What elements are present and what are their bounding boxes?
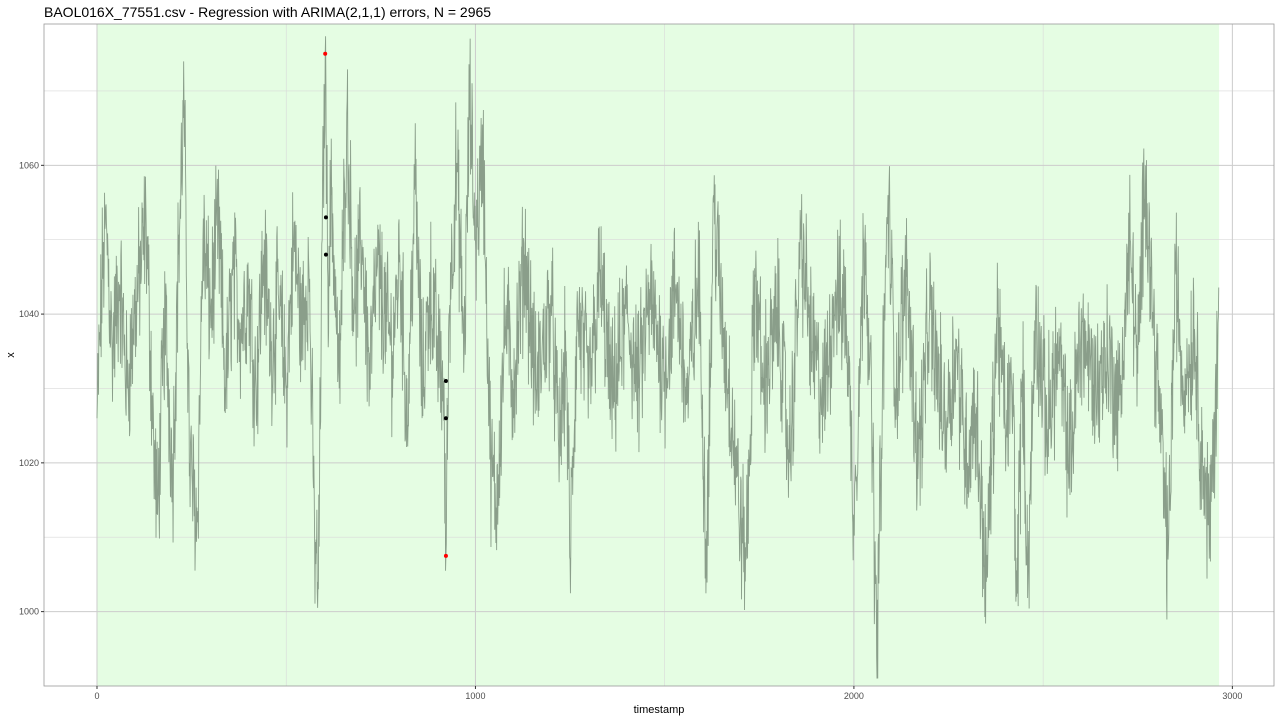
point-markers xyxy=(323,51,448,558)
series-line xyxy=(96,36,1220,679)
panel-border xyxy=(43,23,1275,687)
y-axis-ticks: 1000 1020 1040 1060 xyxy=(19,160,44,617)
x-tick-label: 1000 xyxy=(465,691,485,701)
point-marker xyxy=(443,416,448,421)
point-marker xyxy=(443,379,448,384)
anomaly-marker xyxy=(443,553,448,558)
x-tick-label: 3000 xyxy=(1222,691,1242,701)
x-tick-label: 2000 xyxy=(844,691,864,701)
y-tick-label: 1060 xyxy=(19,160,39,170)
y-tick-label: 1040 xyxy=(19,309,39,319)
point-marker xyxy=(323,252,328,257)
y-tick-label: 1000 xyxy=(19,607,39,617)
anomaly-marker xyxy=(323,51,328,56)
y-axis-label: x xyxy=(5,352,17,358)
y-tick-label: 1020 xyxy=(19,458,39,468)
grid-major xyxy=(44,24,1274,686)
point-marker xyxy=(323,215,328,220)
chart-title: BAOL016X_77551.csv - Regression with ARI… xyxy=(44,4,491,20)
x-axis-ticks: 0 1000 2000 3000 xyxy=(94,686,1242,701)
x-tick-label: 0 xyxy=(94,691,99,701)
plot-area xyxy=(43,23,1275,687)
x-axis-label: timestamp xyxy=(634,704,685,716)
